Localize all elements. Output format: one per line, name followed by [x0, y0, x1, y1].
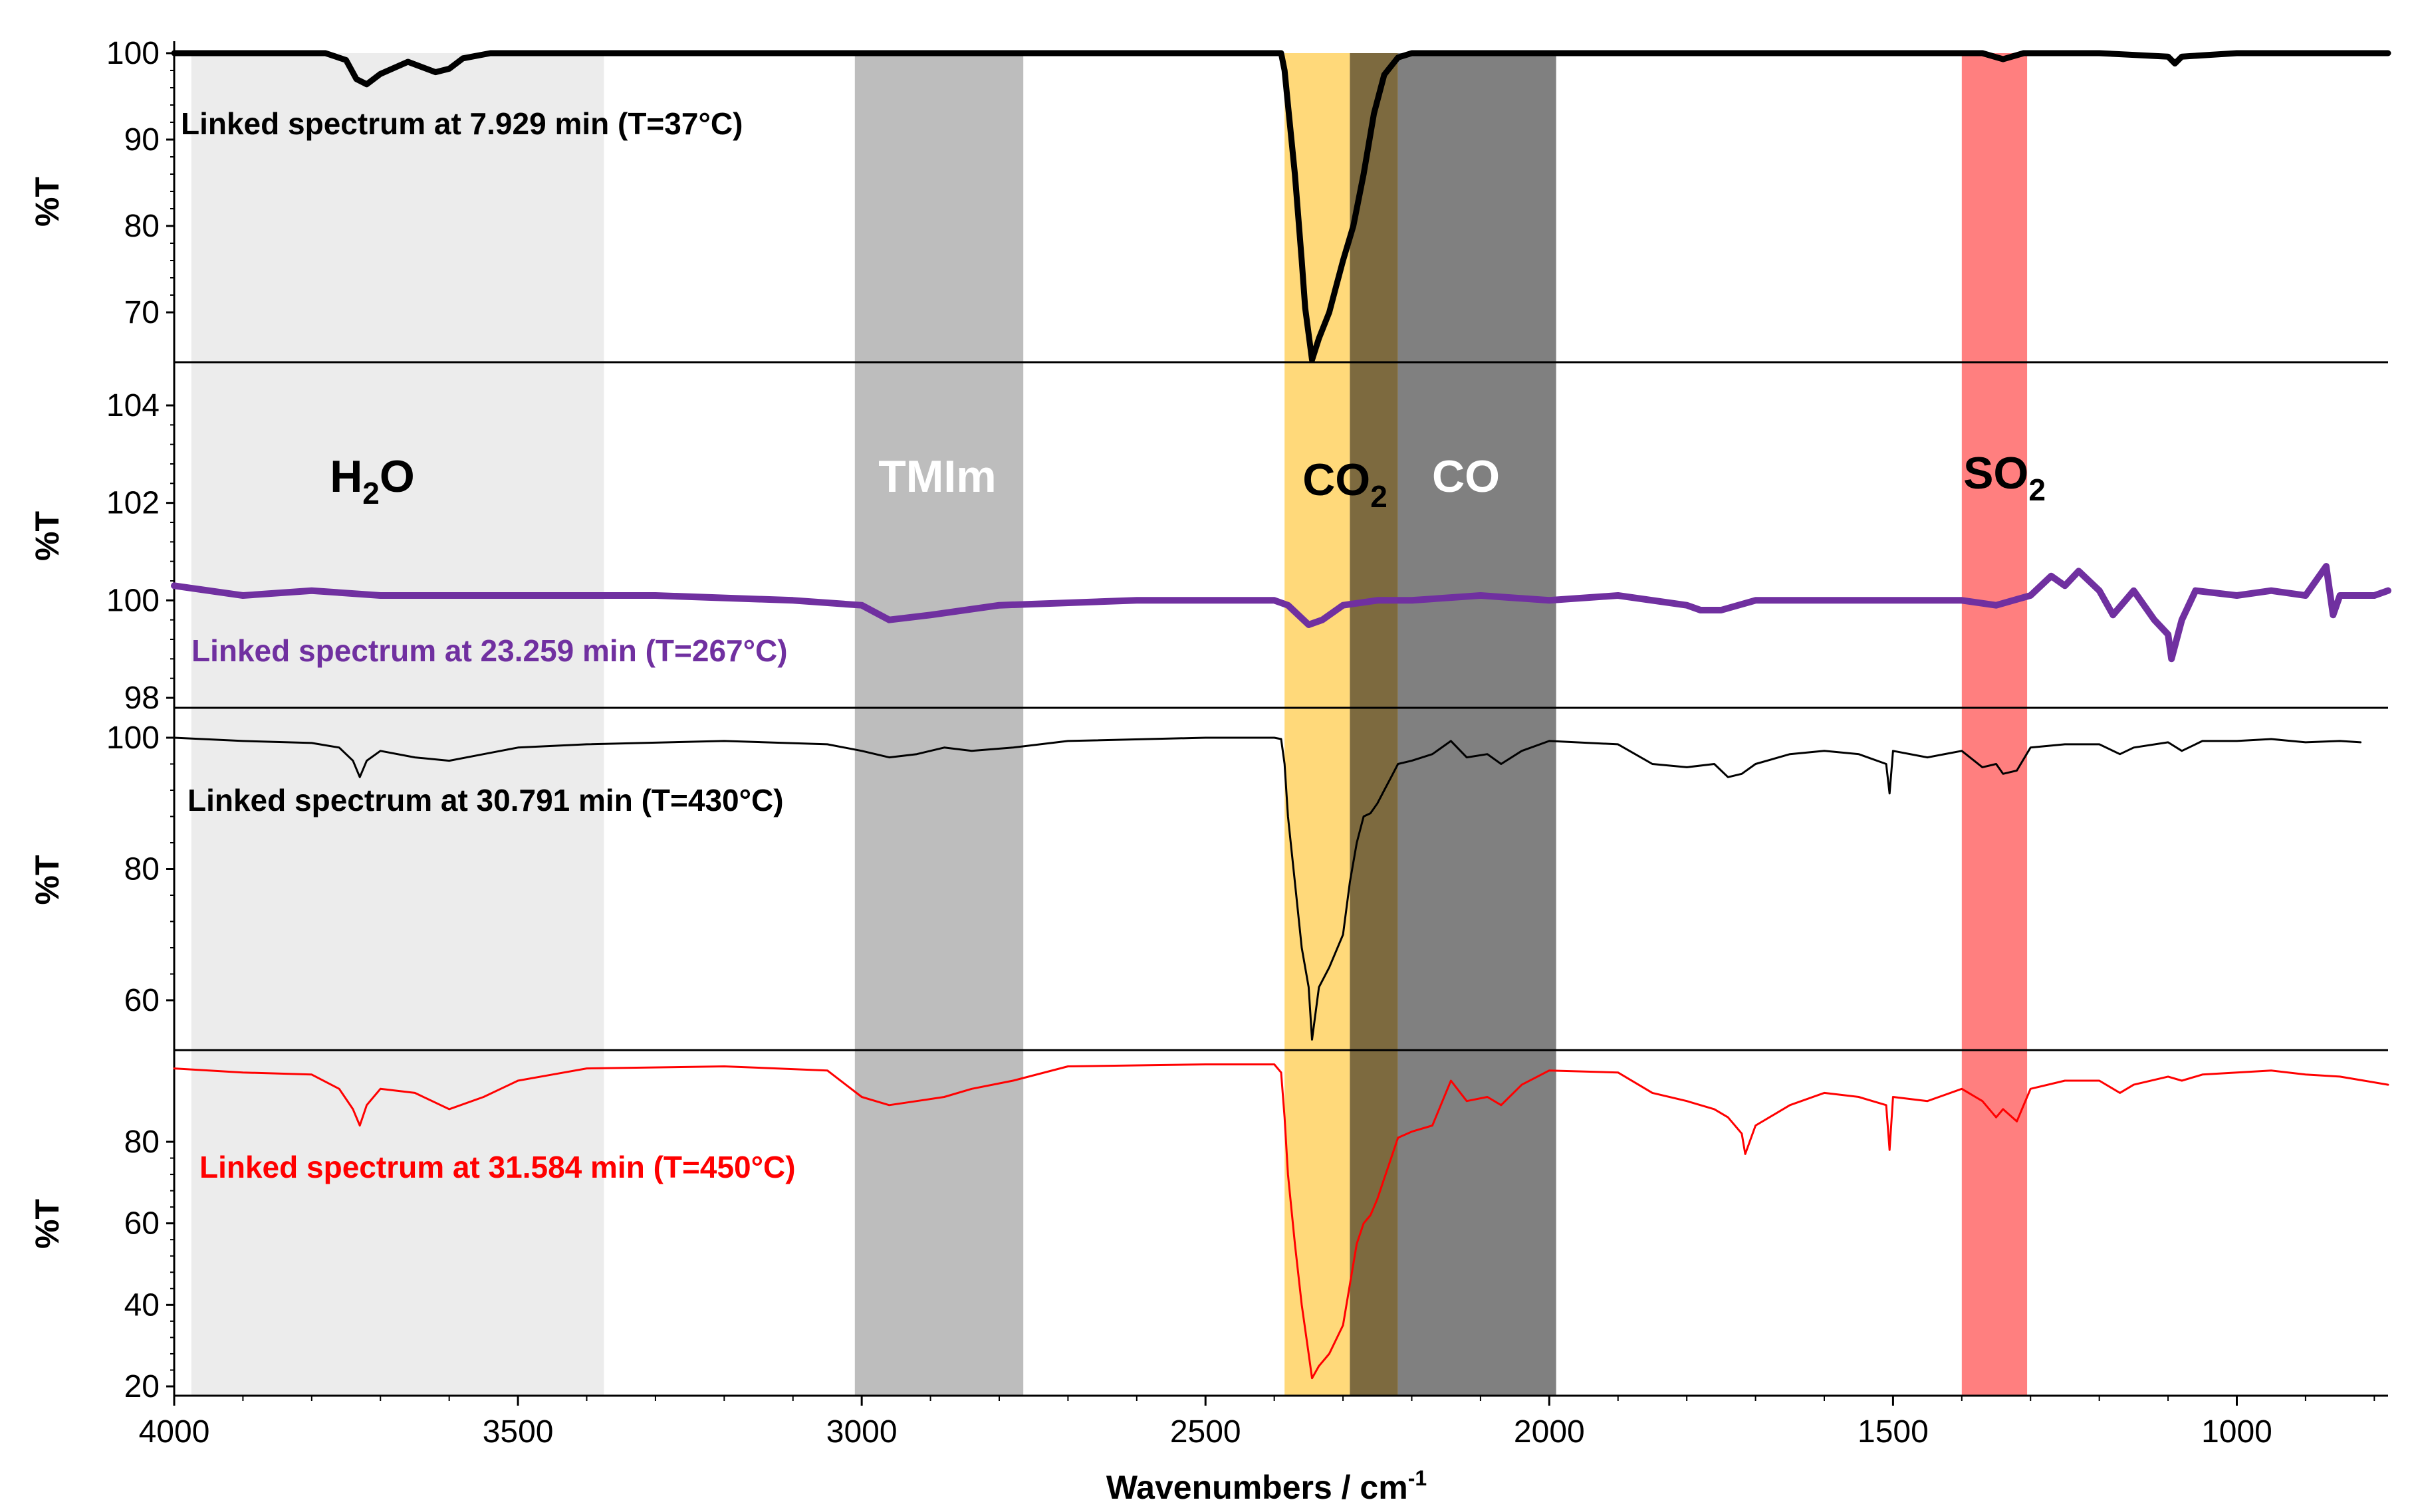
spectrum-annotation-0: Linked spectrum at 7.929 min (T=37°C) [181, 106, 743, 141]
xtick-label-3: 2500 [1170, 1414, 1241, 1450]
xtick-label-5: 1500 [1858, 1414, 1929, 1450]
ytick-label-0-2: 80 [124, 209, 160, 244]
band-labels: H2O TMIm CO2 CO SO2 [330, 448, 2046, 514]
xtick-label-2: 3000 [826, 1414, 898, 1450]
band-label-4: CO [1432, 451, 1500, 502]
ytick-label-0-3: 70 [124, 295, 160, 330]
band-label-2: CO2 [1302, 455, 1387, 514]
band-rect-2 [1284, 53, 1350, 1396]
spectrum-annotation-1: Linked spectrum at 23.259 min (T=267°C) [191, 633, 788, 668]
ytick-label-1-1: 102 [106, 486, 160, 521]
panel-separators [173, 41, 2388, 1397]
band-label-0: H2O [330, 451, 415, 510]
y-axis-label-1: %T [29, 511, 66, 561]
ytick-label-3-3: 20 [124, 1369, 160, 1404]
ytick-label-2-0: 100 [106, 720, 160, 756]
series-line-1 [171, 563, 2391, 663]
spectrum-annotation-3: Linked spectrum at 31.584 min (T=450°C) [199, 1150, 796, 1184]
xtick-label-1: 3500 [483, 1414, 554, 1450]
x-axis-label: Wavenumbers / cm-1 [1106, 1466, 1427, 1506]
x-axis: Wavenumbers / cm-1 4000 3500 3000 2500 2000 1… [139, 1396, 2375, 1506]
band-rect-3 [1350, 53, 1398, 1396]
band-rect-0 [191, 53, 604, 1396]
ytick-label-1-3: 98 [124, 681, 160, 716]
series-line-2 [173, 736, 2362, 1041]
y-axis-label-0: %T [29, 177, 66, 227]
xtick-label-6: 1000 [2201, 1414, 2272, 1450]
ytick-label-0-1: 90 [124, 122, 160, 158]
xtick-label-0: 4000 [139, 1414, 210, 1450]
ytick-label-1-0: 104 [106, 388, 160, 423]
xtick-label-4: 2000 [1514, 1414, 1585, 1450]
band-rect-4 [1397, 53, 1556, 1396]
band-label-5: SO2 [1963, 448, 2046, 507]
ytick-label-1-2: 100 [106, 583, 160, 618]
absorption-bands [191, 53, 2028, 1396]
spectrum-annotation-2: Linked spectrum at 30.791 min (T=430°C) [187, 783, 784, 817]
ytick-label-3-0: 80 [124, 1125, 160, 1160]
y-axis-label-2: %T [29, 855, 66, 905]
y-axes: 100 90 80 70 %T 104 102 100 98 %T 100 80 60 %T 80 60 40 2… [29, 36, 174, 1404]
band-rect-5 [1961, 53, 2028, 1396]
series-line-3 [173, 1063, 2389, 1380]
spectra-series [171, 50, 2391, 1380]
band-label-1: TMIm [878, 451, 997, 502]
ytick-label-2-1: 80 [124, 852, 160, 887]
ytick-label-3-2: 40 [124, 1287, 160, 1323]
series-line-0 [171, 50, 2391, 363]
band-rect-1 [854, 53, 1024, 1396]
spectrum-annotations: Linked spectrum at 7.929 min (T=37°C) Lin… [181, 106, 796, 1184]
ytick-label-0-0: 100 [106, 36, 160, 71]
ytick-label-2-2: 60 [124, 983, 160, 1018]
ytick-label-3-1: 60 [124, 1206, 160, 1242]
y-axis-label-3: %T [29, 1199, 66, 1249]
